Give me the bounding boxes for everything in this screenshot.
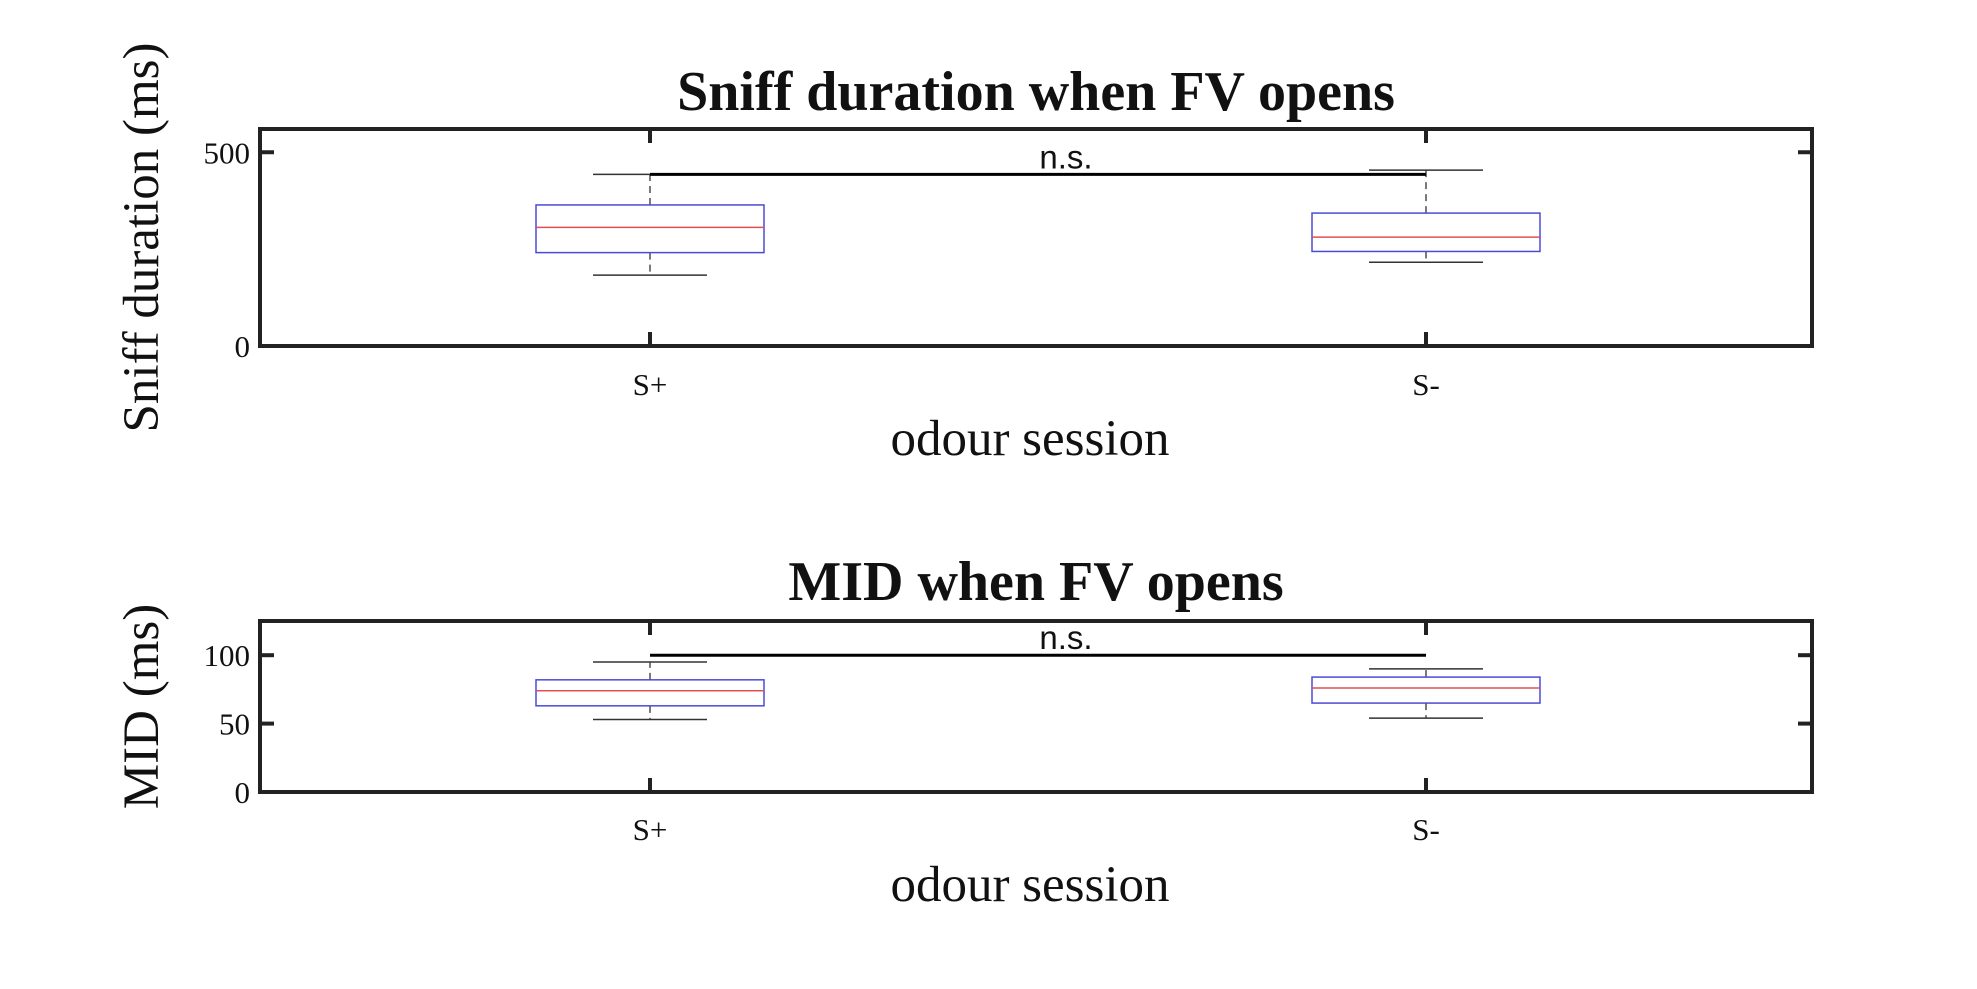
x-axis-label: odour session	[890, 857, 1169, 913]
x-tick-label: S-	[1412, 812, 1440, 847]
box-iqr	[535, 204, 765, 254]
x-tick-label: S+	[633, 812, 668, 847]
plot-frame	[258, 127, 1814, 348]
y-tick-label: 100	[204, 638, 251, 673]
sniff-duration-panel: Sniff duration when FV opens 0 500 S+ S-n.s.…	[114, 42, 1814, 467]
box-iqr	[1311, 212, 1541, 253]
y-tick-label: 500	[204, 135, 251, 170]
x-axis-label: odour session	[890, 411, 1169, 467]
y-tick-label: 0	[235, 775, 251, 810]
chart-title: MID when FV opens	[788, 551, 1283, 613]
significance-label: n.s.	[1039, 138, 1092, 175]
box-S-	[1311, 668, 1541, 719]
box-S+	[535, 173, 765, 276]
box-iqr	[1311, 676, 1541, 704]
box-S+	[535, 661, 765, 721]
y-tick-label: 50	[219, 707, 250, 742]
x-tick-label: S+	[633, 367, 668, 402]
y-tick-label: 0	[235, 329, 251, 364]
x-tick-label: S-	[1412, 367, 1440, 402]
chart-title: Sniff duration when FV opens	[677, 61, 1395, 123]
mid-panel: MID when FV opens 0 50 100 S+ S-n.s. odour ses…	[114, 551, 1814, 913]
y-axis-label: MID (ms)	[114, 604, 170, 809]
plot-frame	[258, 619, 1814, 794]
box-S-	[1311, 169, 1541, 264]
box-iqr	[535, 679, 765, 707]
y-axis-label: Sniff duration (ms)	[114, 42, 170, 432]
significance-label: n.s.	[1039, 619, 1092, 656]
